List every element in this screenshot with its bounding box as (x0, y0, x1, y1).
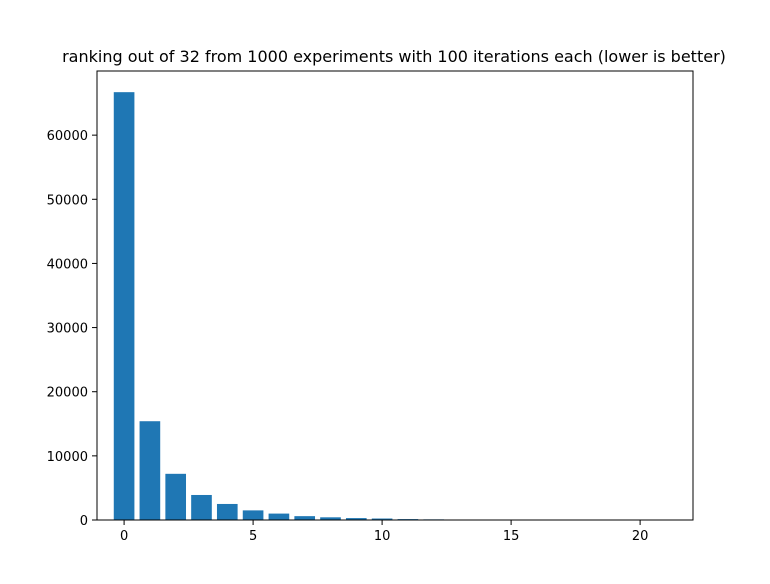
x-tick-label: 5 (249, 529, 257, 544)
x-axis: 0 5 10 15 20 (120, 520, 648, 544)
x-tick-label: 0 (120, 529, 128, 544)
chart-title: ranking out of 32 from 1000 experiments … (62, 47, 726, 66)
bar-8 (320, 517, 341, 520)
x-tick-label: 10 (374, 529, 391, 544)
x-tick-label: 15 (503, 529, 520, 544)
bar-6 (268, 513, 290, 520)
y-tick-label: 60000 (47, 129, 88, 144)
bar-9 (345, 518, 367, 520)
bar-5 (242, 510, 264, 520)
bars-group (113, 92, 677, 521)
bar-2 (165, 473, 187, 520)
y-axis: 0 10000 20000 30000 40000 50000 60000 (47, 129, 97, 529)
x-tick-label: 20 (632, 529, 649, 544)
bar-1 (139, 421, 161, 520)
y-tick-label: 10000 (47, 450, 88, 465)
bar-4 (216, 503, 238, 520)
bar-3 (191, 494, 212, 520)
y-tick-label: 0 (80, 514, 88, 529)
y-tick-label: 40000 (47, 257, 88, 272)
plot-frame (96, 70, 694, 521)
bar-0 (113, 92, 135, 521)
y-tick-label: 50000 (47, 193, 88, 208)
bar-10 (371, 518, 393, 520)
y-tick-label: 30000 (47, 322, 88, 337)
bar-7 (294, 516, 316, 520)
y-tick-label: 20000 (47, 386, 88, 401)
